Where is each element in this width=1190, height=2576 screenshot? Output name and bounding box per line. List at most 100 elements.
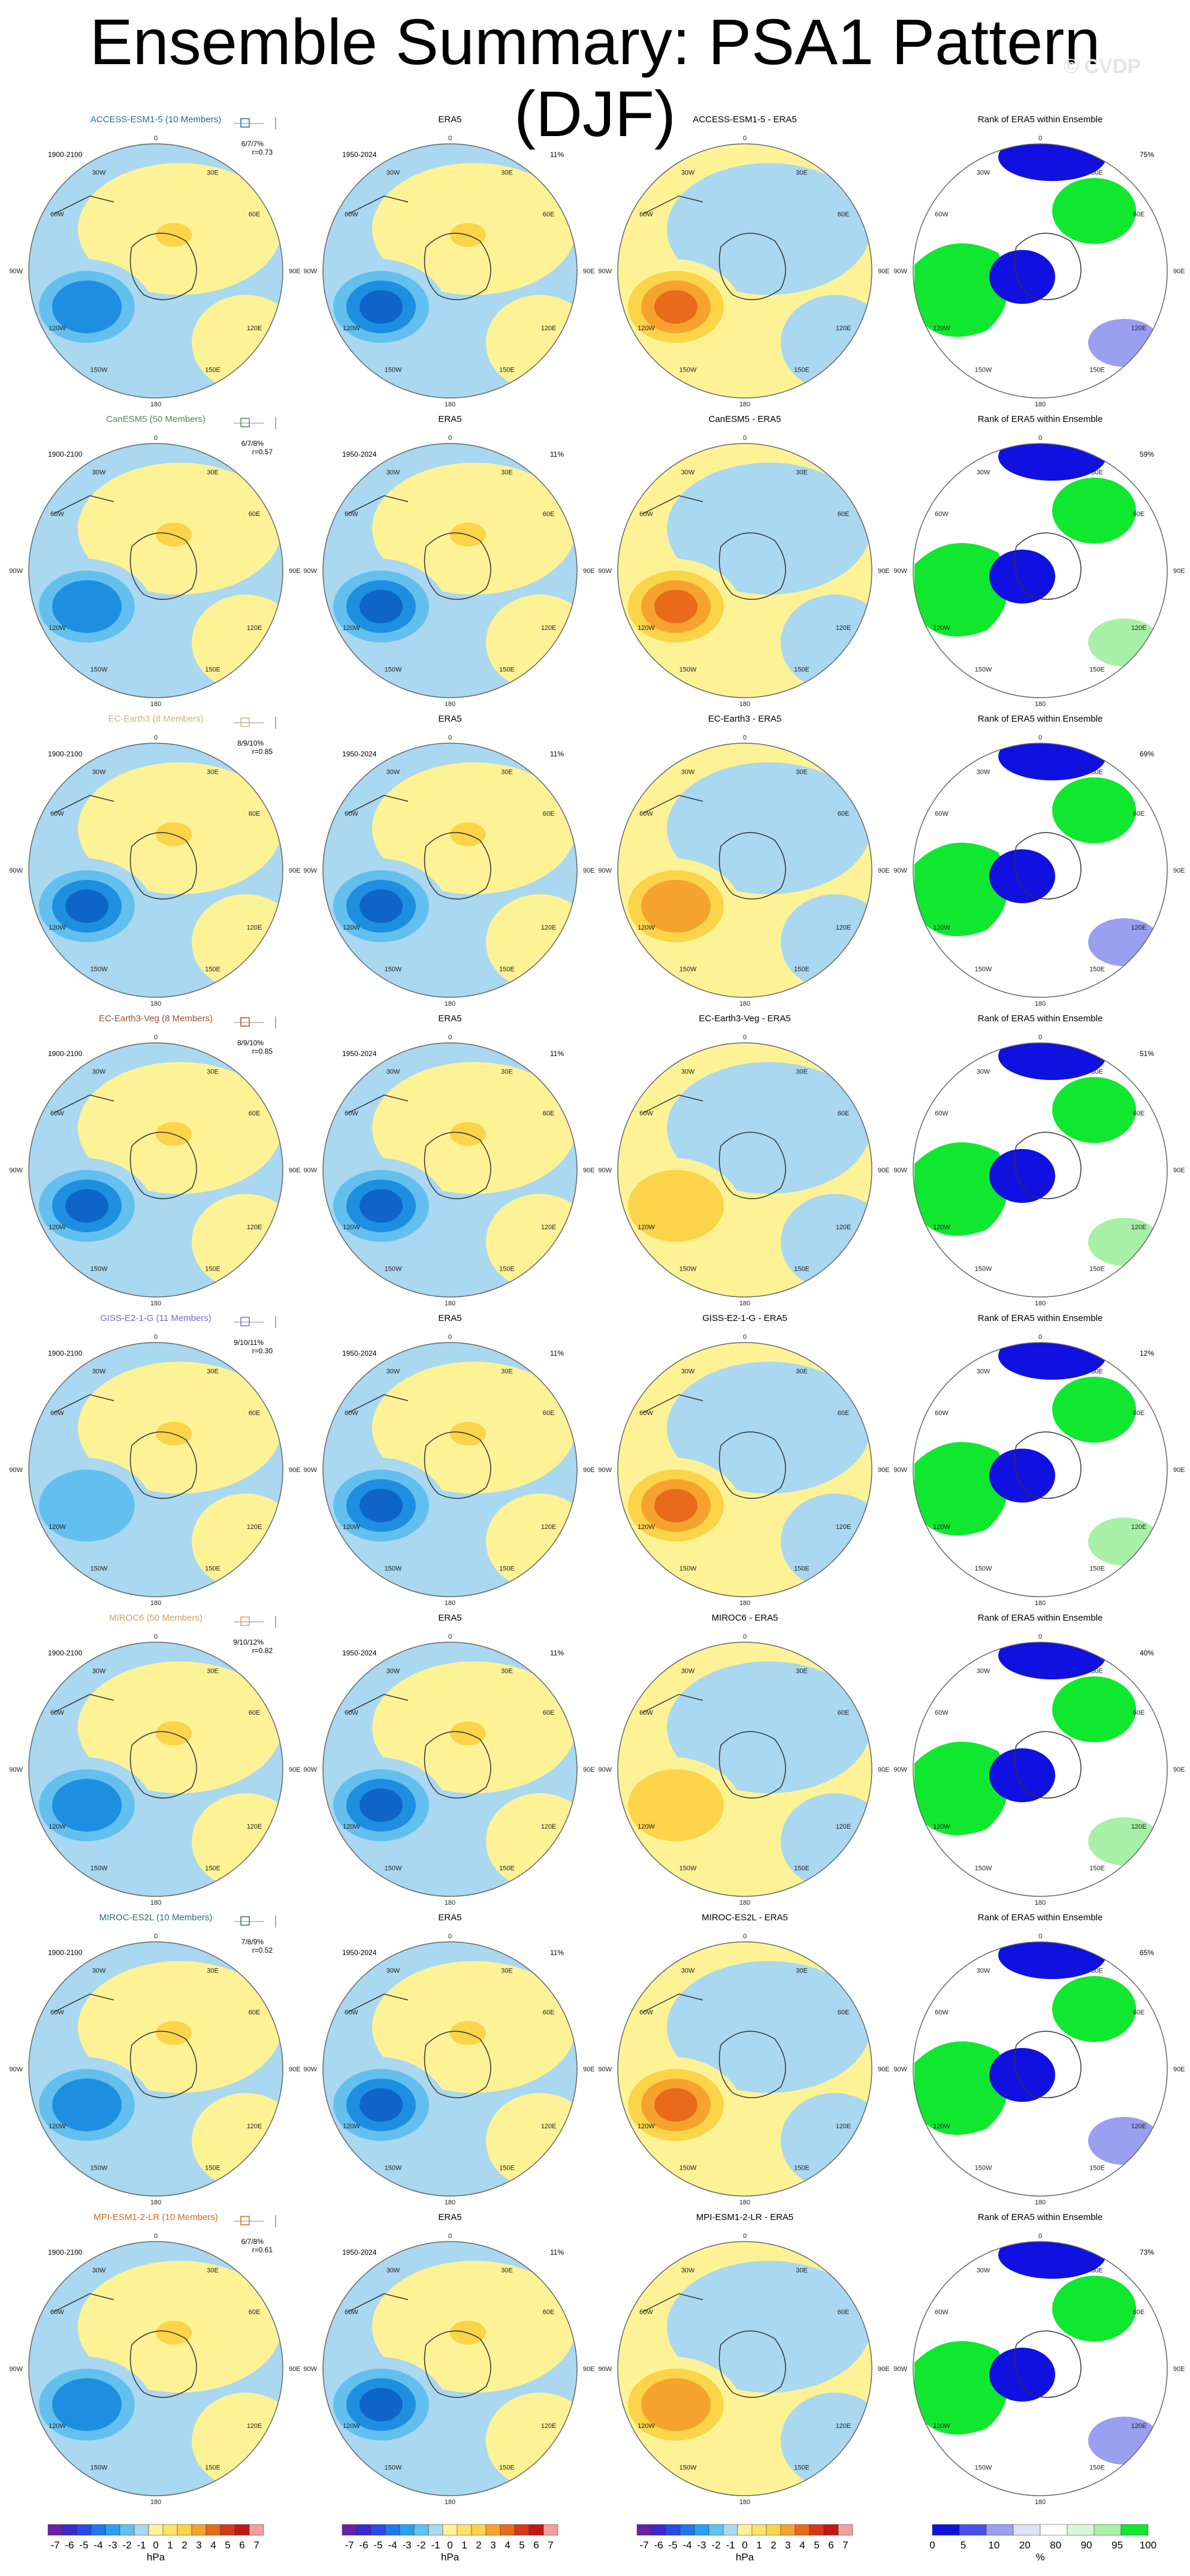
longitude-label: 60W bbox=[935, 810, 949, 818]
era5-title: ERA5 bbox=[438, 2212, 461, 2222]
colorbar-tick: -1 bbox=[137, 2539, 146, 2551]
colorbar-swatch bbox=[823, 2524, 839, 2536]
colorbar-swatch bbox=[528, 2524, 544, 2536]
longitude-label: 120E bbox=[541, 1224, 557, 1231]
map-panel-r5-c0: 0 30E 60E 90E 120E 150E 180 150W 120W 90W 60W 30W MI… bbox=[9, 1613, 300, 1907]
longitude-label: 0 bbox=[448, 1034, 452, 1041]
rank-high-region bbox=[1052, 178, 1136, 244]
colorbar-swatch bbox=[986, 2524, 1014, 2536]
longitude-label: 0 bbox=[154, 1034, 158, 1041]
longitude-label: 30E bbox=[501, 1967, 513, 1974]
longitude-label: 60E bbox=[543, 1709, 555, 1717]
south-america-outline bbox=[53, 2293, 114, 2312]
colorbar-swatch bbox=[148, 2524, 164, 2536]
rank-low-region bbox=[989, 1449, 1055, 1503]
south-america-outline bbox=[348, 195, 409, 215]
anomaly-core-level bbox=[360, 1489, 403, 1522]
era5-title: ERA5 bbox=[438, 1313, 461, 1323]
colorbar-tick: 0 bbox=[742, 2539, 747, 2551]
longitude-label: 90W bbox=[9, 1167, 23, 1174]
longitude-label: 0 bbox=[154, 1334, 158, 1341]
longitude-label: 60E bbox=[838, 2009, 850, 2016]
longitude-label: 30E bbox=[1091, 1967, 1103, 1974]
colorbar-tick: 5 bbox=[814, 2539, 819, 2551]
antarctica-outline bbox=[129, 532, 197, 600]
rank-high-region bbox=[914, 243, 1008, 337]
colorbar-tick: -2 bbox=[416, 2539, 425, 2551]
longitude-label: 180 bbox=[1035, 2499, 1046, 2506]
longitude-label: 90W bbox=[893, 2066, 907, 2073]
longitude-label: 60W bbox=[50, 1709, 64, 1717]
longitude-label: 90W bbox=[893, 867, 907, 874]
longitude-label: 90E bbox=[583, 2366, 595, 2373]
longitude-label: 150W bbox=[679, 1266, 697, 1273]
page-title: Ensemble Summary: PSA1 Pattern (DJF) bbox=[89, 5, 1101, 150]
longitude-label: 90W bbox=[598, 568, 612, 575]
longitude-label: 30W bbox=[92, 1667, 106, 1675]
map-fill bbox=[618, 444, 872, 698]
longitude-label: 60E bbox=[1133, 2309, 1145, 2316]
longitude-label: 90E bbox=[878, 2066, 890, 2073]
rank-percent: 75% bbox=[1140, 150, 1154, 159]
rank-light-region bbox=[1088, 2417, 1160, 2465]
longitude-label: 150W bbox=[679, 966, 697, 973]
longitude-label: 120W bbox=[933, 325, 950, 332]
longitude-label: 60E bbox=[249, 1709, 261, 1717]
secondary-lobe bbox=[486, 894, 577, 990]
longitude-label: 90E bbox=[583, 867, 595, 874]
colorbar-swatch bbox=[651, 2524, 666, 2536]
longitude-label: 60E bbox=[249, 211, 261, 218]
longitude-label: 120W bbox=[49, 325, 66, 332]
difference-title: MIROC6 - ERA5 bbox=[712, 1613, 778, 1623]
watermark: © CVDP bbox=[1064, 55, 1141, 78]
longitude-label: 90E bbox=[1173, 1467, 1185, 1474]
colorbar-swatch bbox=[220, 2524, 235, 2536]
south-america-outline bbox=[53, 1394, 114, 1413]
map-border bbox=[617, 143, 872, 399]
colorbar-swatch bbox=[90, 2524, 106, 2536]
obs-variance-percent: 11% bbox=[550, 2248, 564, 2257]
rank-low-region bbox=[989, 2048, 1055, 2102]
longitude-label: 150E bbox=[499, 1865, 515, 1872]
difference-title: ACCESS-ESM1-5 - ERA5 bbox=[693, 114, 796, 125]
colorbar-tick: -6 bbox=[359, 2539, 368, 2551]
south-america-outline bbox=[348, 795, 409, 814]
rank-light-region bbox=[1088, 619, 1160, 666]
longitude-label: 150E bbox=[1089, 1266, 1105, 1273]
era5-title: ERA5 bbox=[438, 1913, 461, 1923]
period-label: 1950-2024 bbox=[342, 1649, 377, 1657]
era5-title: ERA5 bbox=[438, 114, 461, 125]
antarctica-outline bbox=[1014, 2330, 1082, 2398]
longitude-label: 180 bbox=[445, 1899, 455, 1907]
longitude-label: 150E bbox=[205, 2165, 221, 2172]
obs-variance-percent: 11% bbox=[550, 1649, 564, 1657]
longitude-label: 120E bbox=[541, 625, 557, 632]
longitude-label: 90W bbox=[893, 268, 907, 275]
longitude-label: 180 bbox=[150, 1600, 161, 1607]
rank-percent: 12% bbox=[1140, 1349, 1154, 1358]
rank-high-region bbox=[1052, 1377, 1136, 1443]
rank-low-region bbox=[998, 2242, 1106, 2279]
rank-low-region bbox=[998, 1043, 1106, 1080]
map-fill bbox=[323, 444, 577, 698]
map-fill bbox=[618, 743, 872, 997]
colorbar-unit: hPa bbox=[441, 2551, 460, 2563]
longitude-label: 90W bbox=[303, 1167, 317, 1174]
period-label: 1900-2100 bbox=[48, 2248, 83, 2257]
longitude-label: 120E bbox=[836, 924, 851, 931]
longitude-label: 120W bbox=[49, 625, 66, 632]
longitude-label: 30E bbox=[796, 2267, 808, 2274]
longitude-label: 0 bbox=[743, 1633, 747, 1640]
longitude-label: 90E bbox=[289, 268, 301, 275]
longitude-label: 150W bbox=[975, 1565, 992, 1573]
variance-percent: 8/9/10% bbox=[237, 1039, 264, 1047]
anomaly-core-level bbox=[360, 2388, 403, 2421]
longitude-label: 30W bbox=[386, 469, 400, 476]
antarctica-outline bbox=[129, 2031, 197, 2098]
map-panel-r1-c1: 0 30E 60E 90E 120E 150E 180 150W 120W 90W 60W 30W ER… bbox=[303, 414, 594, 708]
rank-light-region bbox=[1088, 1518, 1160, 1565]
rank-title: Rank of ERA5 within Ensemble bbox=[978, 1613, 1103, 1623]
longitude-label: 30W bbox=[386, 2267, 400, 2274]
longitude-label: 0 bbox=[1038, 2233, 1042, 2240]
longitude-label: 0 bbox=[448, 135, 452, 142]
